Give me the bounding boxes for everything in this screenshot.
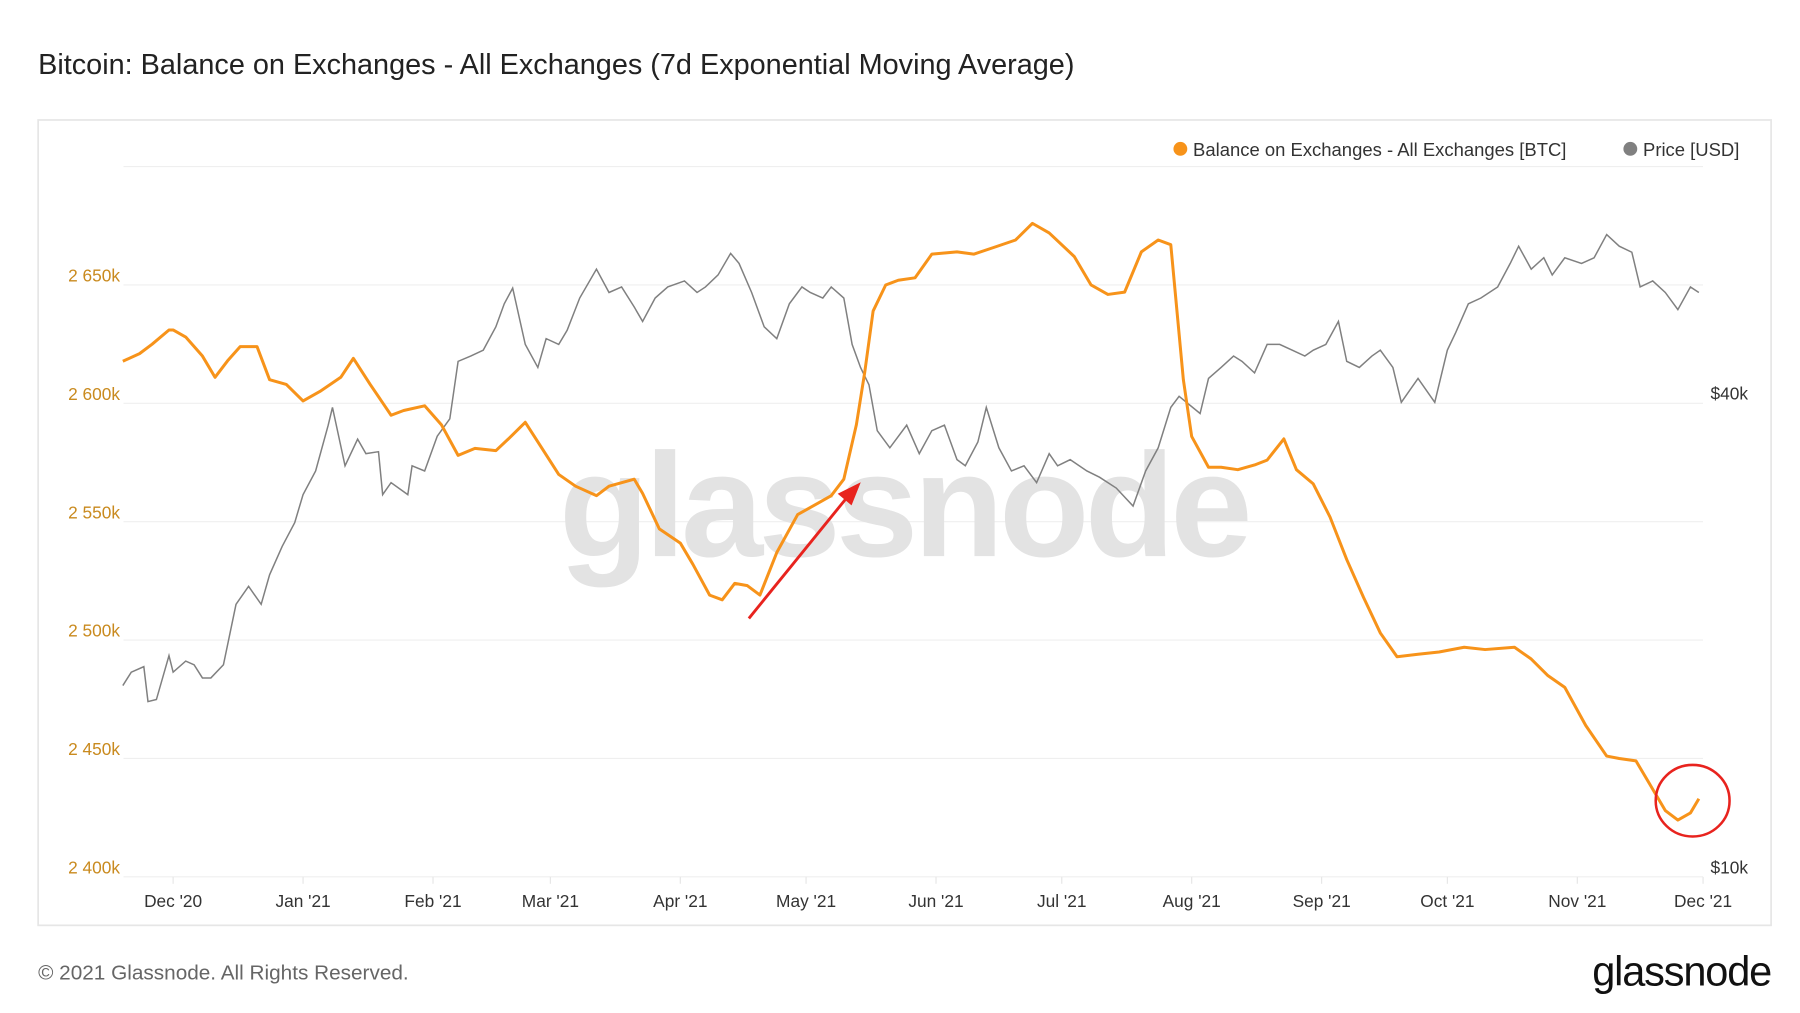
x-axis-tick-label: Apr '21 (653, 891, 707, 911)
x-axis-tick-label: Jan '21 (275, 891, 330, 911)
x-axis-tick-label: Aug '21 (1163, 891, 1221, 911)
glassnode-logo[interactable]: glassnode (1592, 947, 1772, 994)
annotation-circle (1654, 763, 1731, 838)
right-axis-tick-label: $10k (1710, 857, 1748, 877)
left-axis: 2 400k 2 450k 2 500k 2 550k 2 600k 2 650k (68, 266, 120, 878)
right-axis-tick-label: $40k (1710, 384, 1748, 404)
left-axis-tick-label: 2 450k (68, 739, 120, 759)
x-axis-tick-label: Dec '20 (144, 891, 202, 911)
x-axis-tick-label: Sep '21 (1293, 891, 1351, 911)
chart-frame (37, 119, 1772, 927)
watermark: glassnode (559, 423, 1248, 588)
x-axis-tick-label: Feb '21 (404, 891, 461, 911)
legend-marker-balance (1173, 141, 1188, 156)
x-axis-tick-label: Jun '21 (908, 891, 963, 911)
left-axis-tick-label: 2 600k (68, 384, 120, 404)
left-axis-tick-label: 2 500k (68, 621, 120, 641)
x-axis-tick-label: Mar '21 (522, 891, 579, 911)
x-axis: Dec '20 Jan '21 Feb '21 Mar '21 Apr '21 May '… (144, 876, 1732, 911)
x-axis-tick-label: Oct '21 (1420, 891, 1474, 911)
page-title: Bitcoin: Balance on Exchanges - All Exch… (38, 49, 1074, 81)
series-line-balance (122, 221, 1701, 822)
legend: Balance on Exchanges - All Exchanges [BT… (1173, 139, 1739, 160)
legend-item-price[interactable]: Price [USD] (1623, 139, 1739, 160)
right-axis: $10k $40k (1710, 384, 1748, 878)
gridlines (123, 166, 1704, 878)
x-axis-tick-label: Dec '21 (1674, 891, 1732, 911)
x-axis-tick-label: Nov '21 (1548, 891, 1606, 911)
legend-item-balance[interactable]: Balance on Exchanges - All Exchanges [BT… (1173, 139, 1566, 160)
legend-label-balance: Balance on Exchanges - All Exchanges [BT… (1193, 139, 1566, 160)
legend-label-price: Price [USD] (1643, 139, 1739, 160)
arrow-head-icon (837, 482, 861, 506)
legend-marker-price (1623, 141, 1638, 156)
left-axis-tick-label: 2 550k (68, 502, 120, 522)
left-axis-tick-label: 2 400k (68, 857, 120, 877)
footer-copyright: © 2021 Glassnode. All Rights Reserved. (38, 962, 409, 985)
x-axis-tick-label: May '21 (776, 891, 836, 911)
x-axis-tick-label: Jul '21 (1037, 891, 1086, 911)
left-axis-tick-label: 2 650k (68, 266, 120, 286)
annotation-arrow (747, 482, 861, 620)
